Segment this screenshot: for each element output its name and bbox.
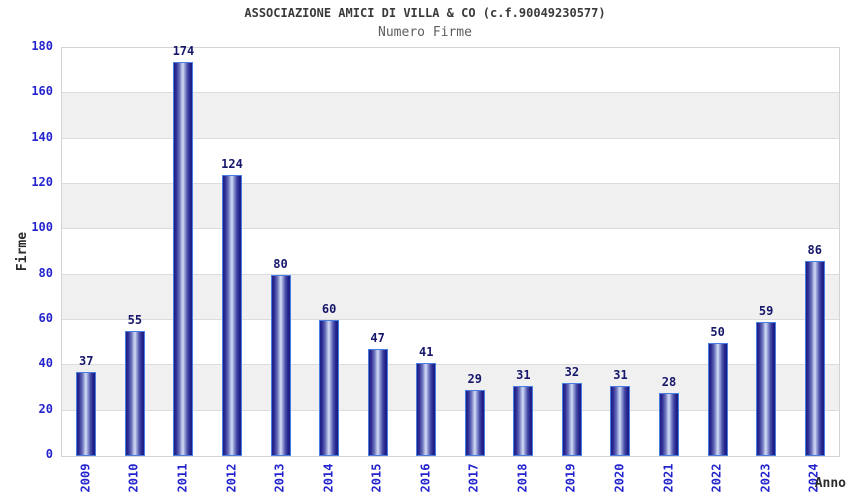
plot-area: 37 55 174 124 80 60 47 41 29 31 32 31 28 50 59 86: [61, 43, 840, 457]
bar: [416, 363, 437, 456]
y-tick-label: 140: [31, 129, 53, 144]
x-tick-label: 2019: [563, 463, 578, 493]
bar-value-label: 47: [370, 331, 385, 346]
x-tick-label: 2018: [515, 463, 530, 493]
x-tick-label: 2012: [223, 463, 238, 493]
y-tick-label: 40: [38, 356, 53, 371]
x-tick-label: 2022: [709, 463, 724, 493]
x-tick-label: 2014: [321, 463, 336, 493]
gridline: [62, 183, 839, 184]
bar-value-label: 28: [661, 374, 677, 389]
bar-value-label: 31: [516, 367, 531, 382]
y-tick-label: 60: [38, 311, 53, 325]
chart-title: ASSOCIAZIONE AMICI DI VILLA & CO (c.f.90…: [244, 6, 606, 20]
x-tick-label: 2016: [418, 463, 433, 493]
bar: [319, 320, 340, 456]
x-tick-label: 2009: [78, 463, 93, 493]
y-tick-label: 120: [31, 175, 53, 189]
bar-value-label: 86: [807, 243, 822, 258]
bar-value-label: 37: [79, 354, 94, 369]
bar: [659, 392, 680, 456]
bar-value-label: 59: [758, 304, 774, 319]
bar-value-label: 60: [321, 302, 337, 316]
x-tick-label: 2013: [272, 463, 287, 493]
gridline: [62, 228, 839, 230]
x-tick-label: 2010: [126, 463, 141, 493]
bar-value-label: 124: [221, 156, 243, 171]
bar: [76, 372, 97, 456]
y-tick-label: 180: [31, 39, 53, 53]
bar-value-label: 80: [273, 256, 288, 271]
y-axis-labels: 0 20 40 60 80 100 120 140 160 180: [0, 0, 53, 500]
bar: [804, 261, 825, 456]
x-tick-label: 2021: [661, 463, 676, 493]
bar: [756, 322, 777, 456]
bar-value-label: 174: [172, 43, 195, 58]
bar: [173, 61, 194, 456]
x-axis-labels: 2009 2010 2011 2012 2013 2014 2015 2016 2017 2018…: [61, 458, 838, 498]
chart-subtitle: Numero Firme: [378, 25, 472, 40]
bar: [124, 331, 145, 456]
bar-value-label: 50: [710, 324, 725, 339]
bar: [610, 385, 631, 456]
x-tick-label: 2020: [612, 463, 627, 493]
bar: [464, 390, 485, 456]
gridline: [62, 364, 839, 366]
gridline: [62, 319, 839, 320]
bar-value-label: 31: [613, 367, 628, 382]
y-tick-label: 100: [31, 220, 53, 235]
gridline: [62, 409, 839, 411]
bar: [707, 342, 728, 456]
y-tick-label: 80: [38, 265, 53, 280]
bar: [561, 383, 582, 456]
bar-value-label: 55: [127, 313, 143, 328]
bar: [270, 274, 291, 456]
bar: [367, 349, 388, 456]
bar-value-label: 41: [418, 345, 434, 360]
x-tick-label: 2017: [466, 463, 481, 493]
y-tick-label: 20: [38, 401, 53, 416]
bar-value-label: 29: [467, 372, 482, 387]
gridline: [62, 92, 839, 94]
x-tick-label: 2015: [369, 463, 384, 493]
bar-value-label: 32: [564, 365, 580, 380]
x-tick-label: 2011: [175, 463, 190, 493]
bar: [513, 385, 534, 456]
x-axis-title: Anno: [814, 476, 846, 491]
y-tick-label: 0: [45, 447, 53, 461]
y-tick-label: 160: [31, 84, 53, 99]
gridline: [62, 137, 839, 139]
bar: [221, 174, 242, 456]
gridline: [62, 273, 839, 275]
x-tick-label: 2023: [758, 463, 773, 493]
